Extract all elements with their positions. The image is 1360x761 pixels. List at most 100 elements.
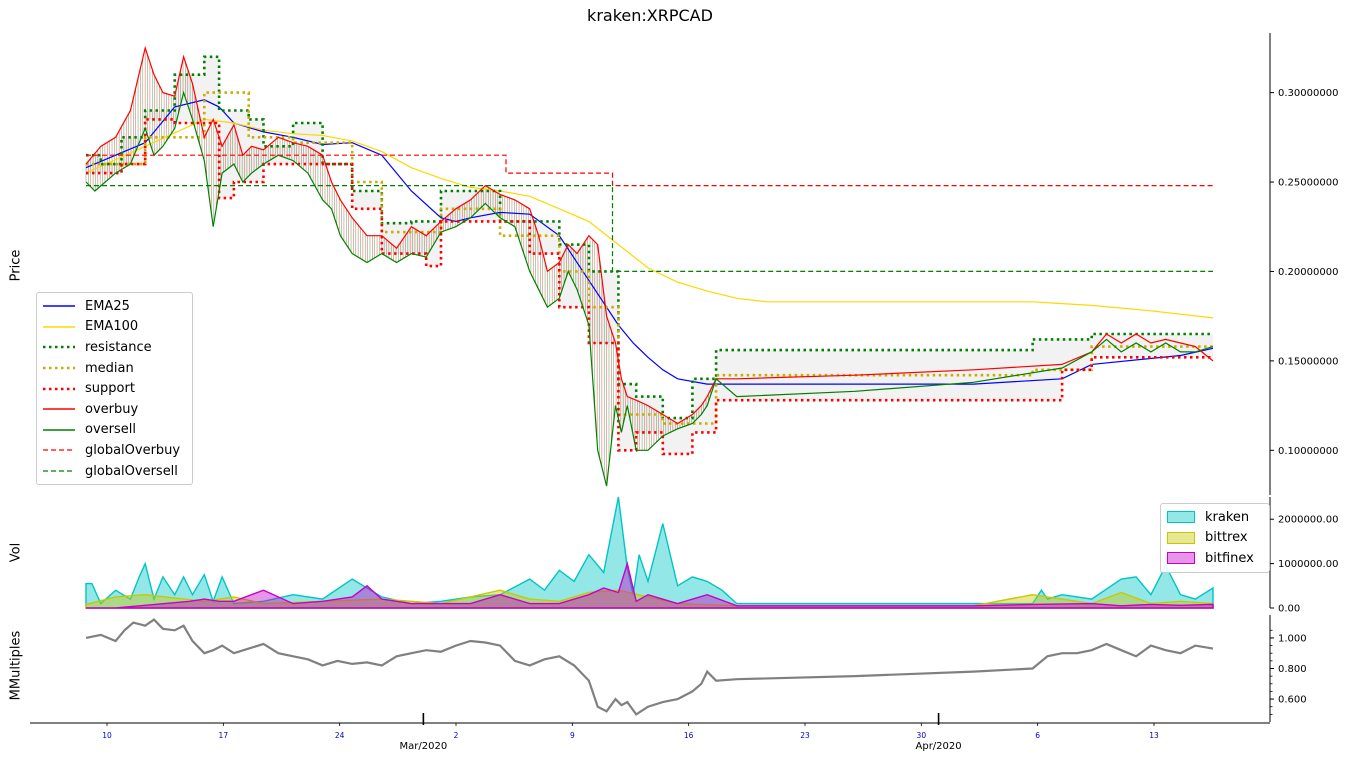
overbuy-oversell-hatch — [85, 47, 716, 487]
series-oversell — [85, 90, 1214, 487]
x-major-tick-label: Mar/2020 — [400, 741, 448, 752]
x-minor-tick-label: 23 — [800, 731, 810, 740]
legend-label: kraken — [1205, 509, 1250, 525]
volume-tick-label: 1000000.00 — [1278, 559, 1338, 570]
x-minor-tick: 24 — [335, 723, 345, 740]
legend-label: oversell — [85, 422, 136, 438]
legend-label: resistance — [85, 339, 152, 355]
series-resistance — [86, 55, 1213, 420]
area-bittrex — [85, 589, 1214, 609]
x-minor-tick: 30 — [917, 723, 927, 740]
legend-swatch — [43, 362, 75, 374]
area-bitfinex — [86, 560, 1214, 609]
legend-label: bittrex — [1205, 530, 1248, 546]
mm-tick: 0.600 — [1270, 695, 1307, 706]
series-support — [86, 118, 1213, 456]
legend-entry-oversell: oversell — [43, 420, 186, 441]
price-axis-label: Price — [8, 249, 24, 282]
volume-tick: 2000000.00 — [1270, 515, 1338, 526]
legend-entry-EMA25: EMA25 — [43, 296, 186, 317]
volume-tick-label: 2000000.00 — [1278, 515, 1338, 526]
volume-tick: 1000000.00 — [1270, 559, 1338, 570]
x-minor-tick-label: 16 — [684, 731, 694, 740]
mm-tick-label: 1.000 — [1278, 633, 1307, 644]
series-mmultiples — [85, 618, 1214, 716]
volume-axis-label: Vol — [8, 542, 24, 563]
legend-swatch — [1167, 531, 1195, 544]
legend-entry-overbuy: overbuy — [43, 399, 186, 420]
x-minor-tick-label: 10 — [102, 731, 112, 740]
chart-title: kraken:XRPCAD — [587, 6, 713, 25]
x-minor-tick-label: 30 — [917, 731, 927, 740]
x-minor-tick: 2 — [454, 723, 459, 740]
x-minor-tick-label: 9 — [570, 731, 575, 740]
x-minor-tick: 9 — [570, 723, 575, 740]
legend-swatch — [43, 383, 75, 395]
price-tick-label: 0.15000000 — [1278, 356, 1338, 367]
volume-panel: 0.00 1000000.00 2000000.00 — [85, 496, 1338, 615]
price-tick: 0.20000000 — [1270, 267, 1338, 278]
x-minor-tick: 17 — [219, 723, 229, 740]
series-EMA25 — [85, 99, 1214, 385]
series-globalOverbuy — [86, 154, 1213, 187]
legend-swatch — [43, 403, 75, 415]
series-globalOversell — [86, 185, 1213, 272]
legend-swatch — [43, 444, 75, 456]
legend-swatch — [43, 424, 75, 436]
mm-tick: 0.800 — [1270, 664, 1307, 675]
legend-swatch — [43, 341, 75, 353]
x-minor-tick-label: 13 — [1149, 731, 1159, 740]
volume-legend: kraken bittrex bitfinex — [1160, 503, 1270, 573]
x-axis: 10 17 24 2 9 16 23 30 6 13 Mar/2020 Apr/2020 — [30, 713, 1270, 752]
range-band — [86, 56, 1213, 454]
mm-tick-label: 0.600 — [1278, 695, 1307, 706]
x-minor-tick: 6 — [1035, 723, 1040, 740]
price-tick: 0.10000000 — [1270, 446, 1338, 457]
price-tick-label: 0.30000000 — [1278, 88, 1338, 99]
legend-entry-EMA100: EMA100 — [43, 317, 186, 338]
x-minor-tick-label: 17 — [219, 731, 229, 740]
x-minor-tick: 13 — [1149, 723, 1159, 740]
area-kraken — [85, 496, 1214, 609]
legend-label: bitfinex — [1205, 550, 1254, 566]
legend-label: support — [85, 381, 135, 397]
legend-entry-globalOversell: globalOversell — [43, 461, 186, 482]
x-minor-tick-label: 6 — [1035, 731, 1040, 740]
price-tick: 0.30000000 — [1270, 88, 1338, 99]
legend-label: median — [85, 360, 134, 376]
price-tick: 0.25000000 — [1270, 178, 1338, 189]
price-tick: 0.15000000 — [1270, 356, 1338, 367]
x-minor-tick-label: 24 — [335, 731, 345, 740]
legend-swatch — [43, 321, 75, 333]
legend-entry-kraken: kraken — [1167, 507, 1263, 528]
legend-entry-globalOverbuy: globalOverbuy — [43, 440, 186, 461]
legend-swatch — [43, 300, 75, 312]
mm-tick: 1.000 — [1270, 633, 1307, 644]
legend-entry-resistance: resistance — [43, 337, 186, 358]
price-tick-label: 0.20000000 — [1278, 267, 1338, 278]
legend-label: overbuy — [85, 401, 139, 417]
x-major-tick: Apr/2020 — [916, 713, 962, 752]
legend-entry-support: support — [43, 378, 186, 399]
legend-swatch — [1167, 552, 1195, 565]
price-legend: EMA25 EMA100 resistance median support overbu… — [36, 292, 193, 486]
volume-tick: 0.00 — [1270, 604, 1300, 615]
legend-entry-bittrex: bittrex — [1167, 528, 1263, 549]
legend-swatch — [1167, 511, 1195, 524]
mmultiples-panel: 0.600 0.800 1.000 — [85, 615, 1307, 722]
mmultiples-axis-label: MMultiples — [8, 630, 24, 701]
mm-tick-label: 0.800 — [1278, 664, 1307, 675]
legend-label: EMA100 — [85, 319, 139, 335]
legend-swatch — [43, 465, 75, 477]
x-minor-tick-label: 2 — [454, 731, 459, 740]
price-tick-label: 0.25000000 — [1278, 178, 1338, 189]
legend-label: globalOverbuy — [85, 442, 181, 458]
x-major-tick: Mar/2020 — [400, 713, 448, 752]
legend-entry-bitfinex: bitfinex — [1167, 548, 1263, 569]
legend-label: globalOversell — [85, 463, 178, 479]
series-EMA100 — [85, 118, 1214, 319]
x-minor-tick: 10 — [102, 723, 112, 740]
x-minor-tick: 16 — [684, 723, 694, 740]
x-minor-tick: 23 — [800, 723, 810, 740]
